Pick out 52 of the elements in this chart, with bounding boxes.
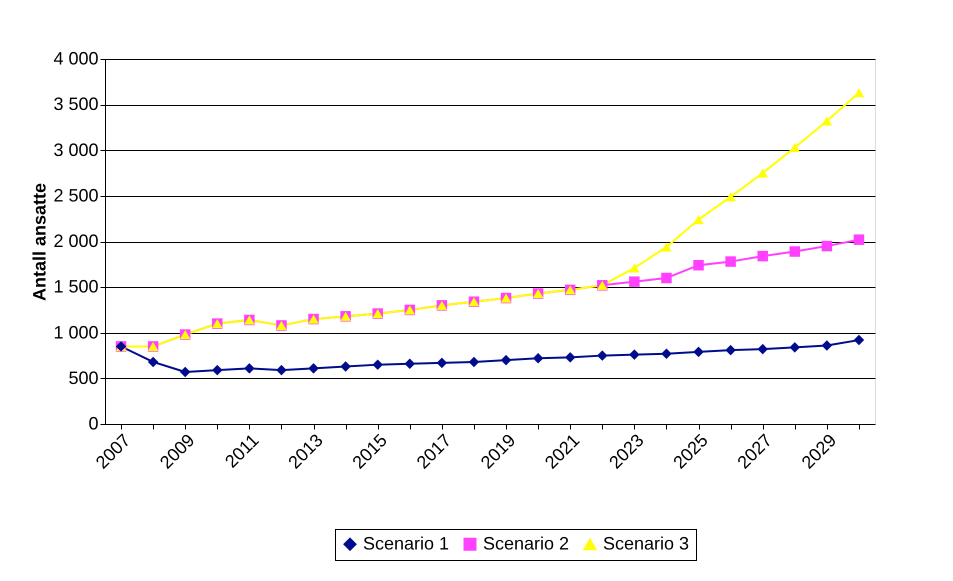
point xyxy=(854,234,864,245)
point xyxy=(790,142,800,152)
point xyxy=(564,352,576,363)
point xyxy=(790,246,800,257)
y-tick-label: 2 000 xyxy=(53,231,98,251)
point xyxy=(725,256,736,267)
point xyxy=(468,356,480,368)
y-axis-title: Antall ansatte xyxy=(29,182,50,302)
point xyxy=(244,363,255,374)
point xyxy=(500,354,512,366)
point xyxy=(180,366,190,378)
point xyxy=(725,192,736,202)
y-tick-label: 0 xyxy=(88,414,98,434)
point xyxy=(404,358,416,370)
point xyxy=(597,350,608,361)
point xyxy=(757,344,768,354)
point xyxy=(757,250,768,262)
point xyxy=(661,242,672,252)
point xyxy=(693,215,704,224)
point xyxy=(822,116,832,126)
point xyxy=(212,364,223,376)
point xyxy=(661,272,672,284)
point xyxy=(725,344,736,356)
point xyxy=(532,353,544,364)
point xyxy=(854,88,864,98)
point xyxy=(822,340,832,351)
y-tick-label: 4 000 xyxy=(53,48,98,68)
point xyxy=(372,359,383,370)
point xyxy=(757,168,768,178)
point xyxy=(308,363,319,374)
point xyxy=(693,346,704,358)
point xyxy=(340,361,351,372)
point xyxy=(629,349,640,360)
legend-label: Scenario 2 xyxy=(483,533,570,554)
point xyxy=(436,358,448,368)
point xyxy=(148,356,158,368)
y-tick-label: 1 500 xyxy=(53,276,98,297)
point xyxy=(276,364,287,376)
y-tick-label: 3 000 xyxy=(53,140,98,160)
y-tick-label: 3 500 xyxy=(53,94,98,114)
y-tick-label: 1 000 xyxy=(53,322,98,342)
y-tick-label: 2 500 xyxy=(53,185,98,206)
point xyxy=(661,348,672,359)
point xyxy=(822,240,832,252)
point xyxy=(790,342,800,353)
point xyxy=(693,260,704,270)
point xyxy=(629,276,640,287)
legend-label: Scenario 3 xyxy=(603,534,690,554)
legend-label: Scenario 1 xyxy=(363,533,450,554)
point xyxy=(629,263,640,273)
y-tick-label: 500 xyxy=(68,368,98,388)
point xyxy=(854,334,864,346)
